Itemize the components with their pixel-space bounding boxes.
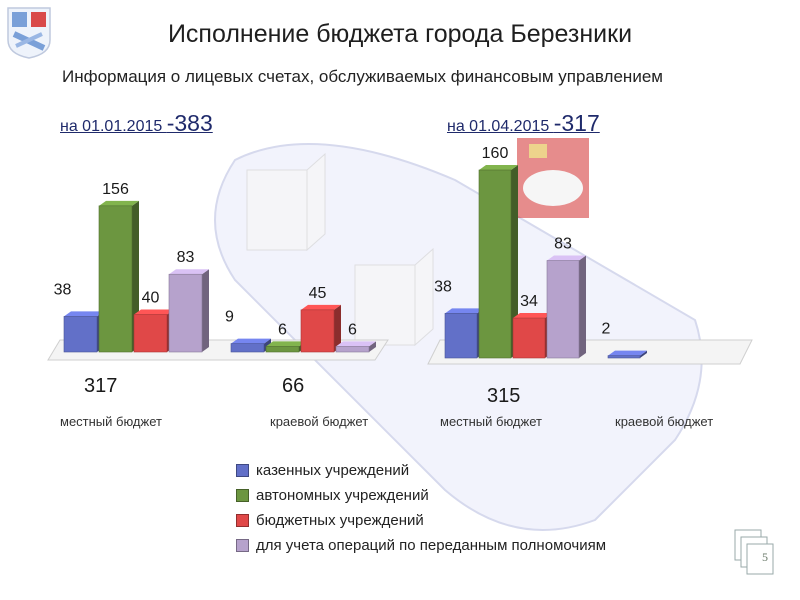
data-label: 45 (309, 285, 327, 302)
period-total: -317 (553, 110, 600, 136)
bar (478, 169, 512, 359)
legend-item: для учета операций по переданным полномо… (236, 533, 606, 558)
bar (168, 273, 203, 353)
category-label: краевой бюджет (270, 414, 369, 429)
chart-legend: казенных учреждений автономных учреждени… (236, 458, 606, 558)
bar-top (479, 165, 518, 170)
bar-top (336, 341, 376, 347)
bar-side (640, 350, 647, 358)
legend-swatch (236, 539, 249, 552)
legend-swatch (236, 464, 249, 477)
slide-number: 5 (762, 550, 768, 564)
data-label: 83 (554, 235, 572, 252)
legend-swatch (236, 489, 249, 502)
category-total-label: 66 (282, 375, 304, 397)
data-label: 2 (602, 321, 611, 338)
legend-item: бюджетных учреждений (236, 508, 606, 533)
category-label: местный бюджет (60, 414, 162, 429)
bar-top (231, 338, 271, 344)
bar-top (513, 313, 552, 319)
data-label: 6 (278, 321, 287, 338)
bar (63, 316, 98, 353)
bar (98, 205, 133, 353)
period-date-label: на 01.04.2015 (447, 118, 554, 135)
period-total: -383 (166, 110, 213, 136)
bar-side (202, 269, 209, 352)
page-title: Исполнение бюджета города Березники (167, 20, 633, 48)
category-label: местный бюджет (440, 414, 542, 429)
legend-item: казенных учреждений (236, 458, 606, 483)
bar-top (301, 304, 341, 310)
data-label: 9 (225, 309, 234, 326)
bar (607, 355, 641, 359)
data-label: 34 (520, 293, 538, 310)
legend-label: для учета операций по переданным полномо… (256, 537, 607, 554)
legend-label: автономных учреждений (256, 487, 429, 504)
bar-side (369, 341, 376, 352)
period-heading-2: на 01.04.2015 -317 (447, 110, 600, 137)
bar-top (134, 309, 174, 315)
legend-label: бюджетных учреждений (256, 512, 424, 529)
bar-top (445, 308, 484, 314)
coat-of-arms-watermark-icon (517, 138, 589, 218)
data-label: 160 (482, 145, 509, 162)
data-label: 38 (54, 281, 72, 298)
category-total-label: 317 (84, 375, 117, 397)
bar (512, 317, 546, 359)
legend-item: автономных учреждений (236, 483, 606, 508)
period-heading-1: на 01.01.2015 -383 (60, 110, 213, 137)
legend-swatch (236, 514, 249, 527)
bar (230, 343, 265, 353)
bar-top (64, 311, 104, 317)
data-label: 6 (348, 321, 357, 338)
page-subtitle: Информация о лицевых счетах, обслуживаем… (62, 67, 663, 86)
data-label: 40 (142, 290, 160, 307)
bar-side (579, 255, 586, 358)
bar-top (608, 350, 647, 356)
slide-number-badge: 5 (733, 528, 783, 578)
category-total-label: 315 (487, 385, 520, 407)
bar (444, 313, 478, 359)
bar-side (334, 304, 341, 352)
data-label: 156 (102, 181, 129, 198)
data-label: 83 (177, 249, 195, 266)
bar (300, 309, 335, 353)
bar-side (511, 165, 518, 358)
bar (133, 314, 168, 353)
bar-top (99, 200, 139, 206)
bar-top (169, 269, 209, 275)
bar-top (266, 341, 306, 347)
city-logo-icon (4, 4, 54, 60)
data-label: 38 (434, 278, 452, 295)
bar (265, 346, 300, 353)
bar (335, 346, 370, 353)
period-date-label: на 01.01.2015 (60, 118, 167, 135)
legend-label: казенных учреждений (256, 462, 410, 479)
bar-top (547, 255, 586, 261)
category-label: краевой бюджет (615, 414, 714, 429)
bar (546, 260, 580, 359)
bar-charts: 38 156 40 83 9 6 45 6 317 66 38 160 34 83 2 315 (47, 145, 753, 407)
